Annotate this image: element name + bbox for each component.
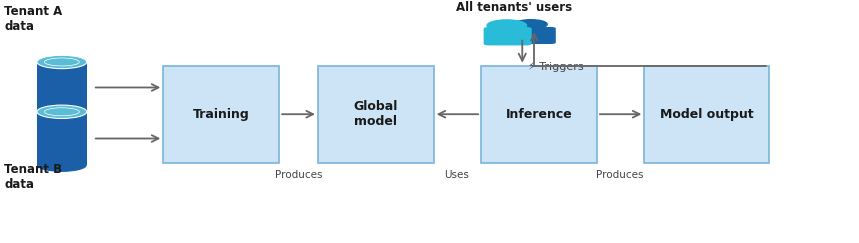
Bar [37, 62, 87, 115]
Text: Tenant A
data: Tenant A data [4, 5, 63, 33]
Ellipse shape [37, 55, 87, 69]
Text: Tenant B
data: Tenant B data [4, 163, 63, 191]
Circle shape [515, 20, 547, 29]
FancyBboxPatch shape [644, 66, 769, 163]
FancyBboxPatch shape [318, 66, 434, 163]
Text: Uses: Uses [445, 170, 469, 180]
Text: Inference: Inference [506, 108, 572, 121]
Ellipse shape [37, 109, 87, 122]
Text: ⚡ Triggers: ⚡ Triggers [528, 62, 584, 72]
Text: Model output: Model output [660, 108, 753, 121]
Ellipse shape [37, 159, 87, 172]
FancyBboxPatch shape [163, 66, 279, 163]
Text: Produces: Produces [275, 170, 323, 180]
Ellipse shape [37, 105, 87, 118]
Bar [37, 112, 87, 165]
Circle shape [487, 20, 527, 31]
Text: Global
model: Global model [354, 100, 398, 128]
Text: Training: Training [192, 108, 250, 121]
FancyBboxPatch shape [513, 27, 556, 44]
Text: All tenants' users: All tenants' users [455, 1, 572, 14]
FancyBboxPatch shape [484, 27, 532, 45]
Text: Produces: Produces [596, 170, 644, 180]
FancyBboxPatch shape [481, 66, 597, 163]
